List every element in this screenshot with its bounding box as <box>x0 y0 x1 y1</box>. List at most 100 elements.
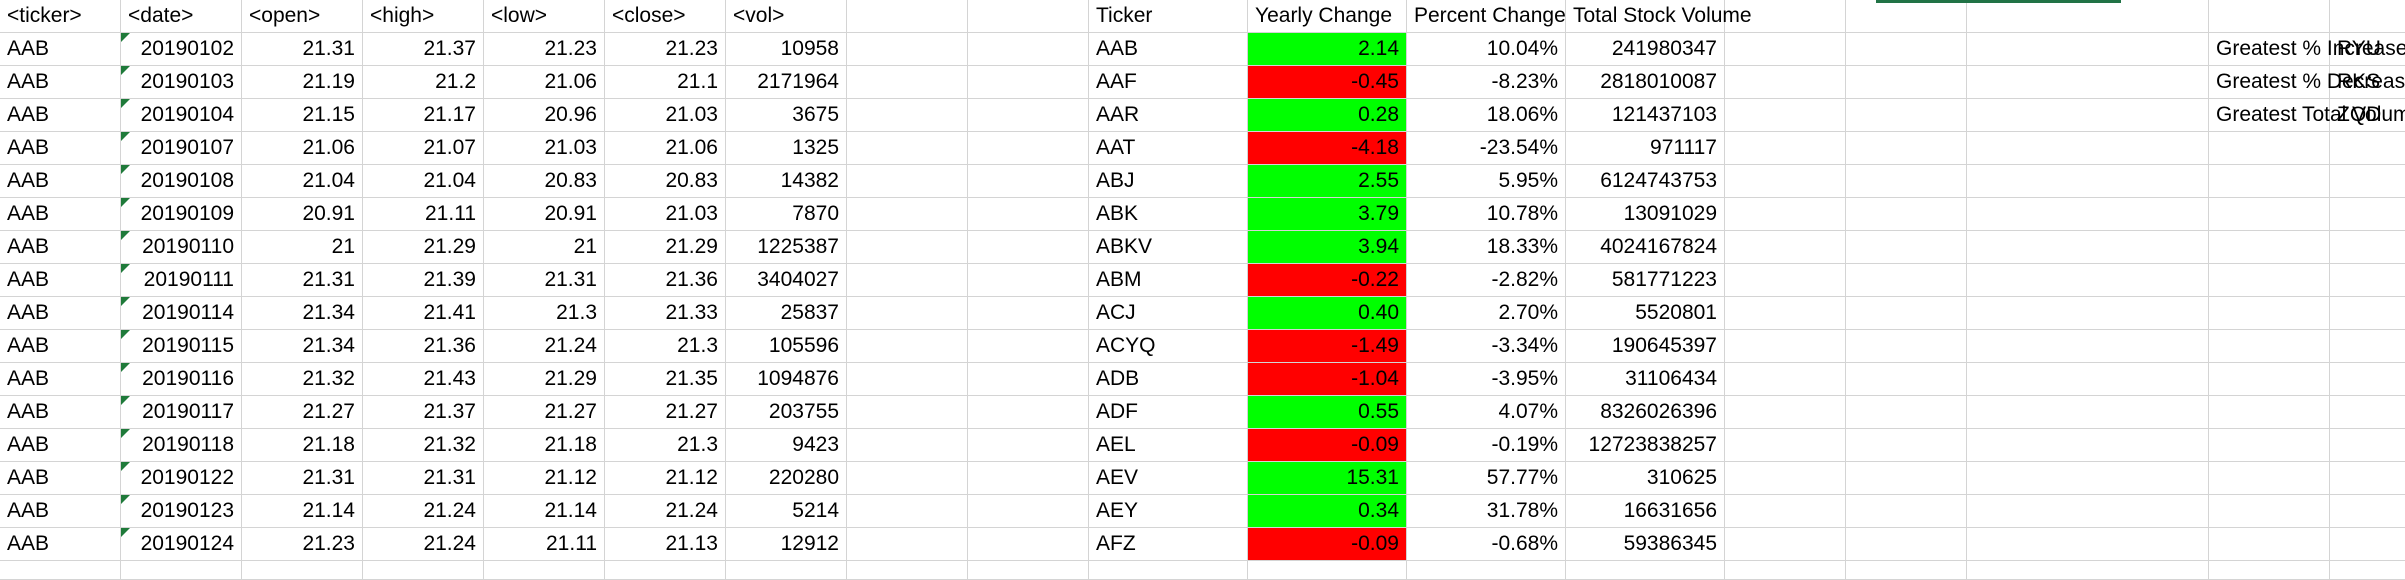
stock-data-cell[interactable]: 20190110 <box>121 231 242 264</box>
stock-data-cell[interactable]: 21.03 <box>484 132 605 165</box>
empty-cell[interactable] <box>968 264 1089 297</box>
empty-cell[interactable] <box>968 429 1089 462</box>
greatest-ticker-cell[interactable]: ZQD <box>2330 99 2405 132</box>
summary-data-cell[interactable]: 31.78% <box>1407 495 1566 528</box>
empty-cell[interactable] <box>847 396 968 429</box>
empty-cell[interactable] <box>968 396 1089 429</box>
stock-data-cell[interactable]: 3675 <box>726 99 847 132</box>
empty-cell[interactable] <box>2330 132 2405 165</box>
empty-cell[interactable] <box>2209 297 2330 330</box>
summary-data-cell[interactable]: 121437103 <box>1566 99 1725 132</box>
stock-data-cell[interactable]: 21.27 <box>242 396 363 429</box>
empty-cell[interactable] <box>1846 495 1967 528</box>
empty-cell[interactable] <box>968 231 1089 264</box>
stock-data-cell[interactable]: AAB <box>0 495 121 528</box>
empty-cell[interactable] <box>847 297 968 330</box>
empty-cell[interactable] <box>1967 165 2209 198</box>
stock-header-cell[interactable]: <low> <box>484 0 605 33</box>
empty-cell[interactable] <box>1967 132 2209 165</box>
empty-cell[interactable] <box>1967 429 2209 462</box>
empty-cell[interactable] <box>968 165 1089 198</box>
empty-cell[interactable] <box>1846 363 1967 396</box>
empty-cell[interactable] <box>1725 99 1846 132</box>
stock-data-cell[interactable]: 21.23 <box>605 33 726 66</box>
stock-data-cell[interactable]: AAB <box>0 264 121 297</box>
stock-data-cell[interactable]: 3404027 <box>726 264 847 297</box>
stock-data-cell[interactable]: 20190111 <box>121 264 242 297</box>
stock-data-cell[interactable]: 21.2 <box>363 66 484 99</box>
summary-header-cell[interactable]: Yearly Change <box>1248 0 1407 33</box>
empty-cell[interactable] <box>1967 363 2209 396</box>
stock-data-cell[interactable]: AAB <box>0 363 121 396</box>
summary-data-cell[interactable]: 190645397 <box>1566 330 1725 363</box>
summary-data-cell[interactable]: 2.70% <box>1407 297 1566 330</box>
stock-data-cell[interactable]: 20.91 <box>484 198 605 231</box>
empty-cell[interactable] <box>847 495 968 528</box>
stock-data-cell[interactable]: 21.34 <box>242 330 363 363</box>
stock-data-cell[interactable]: 20190104 <box>121 99 242 132</box>
empty-cell[interactable] <box>2209 363 2330 396</box>
stock-data-cell[interactable]: 20.91 <box>242 198 363 231</box>
summary-header-cell[interactable]: Total Stock Volume <box>1566 0 1752 33</box>
empty-cell[interactable] <box>1967 99 2209 132</box>
empty-cell[interactable] <box>1725 165 1846 198</box>
summary-data-cell[interactable]: 10.78% <box>1407 198 1566 231</box>
summary-data-cell[interactable]: 59386345 <box>1566 528 1725 561</box>
summary-header-cell[interactable]: Ticker <box>1089 0 1248 33</box>
empty-cell[interactable] <box>1089 561 1248 580</box>
empty-cell[interactable] <box>1967 297 2209 330</box>
empty-cell[interactable] <box>0 561 121 580</box>
stock-data-cell[interactable]: 21.19 <box>242 66 363 99</box>
empty-cell[interactable] <box>1846 297 1967 330</box>
empty-cell[interactable] <box>1725 66 1846 99</box>
stock-data-cell[interactable]: 21.03 <box>605 198 726 231</box>
summary-data-cell[interactable]: -0.19% <box>1407 429 1566 462</box>
stock-data-cell[interactable]: 20190122 <box>121 462 242 495</box>
empty-cell[interactable] <box>121 561 242 580</box>
empty-cell[interactable] <box>1725 0 1846 33</box>
yearly-change-cell[interactable]: 0.34 <box>1248 495 1407 528</box>
empty-cell[interactable] <box>2209 561 2330 580</box>
summary-header-cell[interactable]: Percent Change <box>1407 0 1566 33</box>
empty-cell[interactable] <box>968 0 1089 33</box>
summary-data-cell[interactable]: 971117 <box>1566 132 1725 165</box>
summary-data-cell[interactable]: -23.54% <box>1407 132 1566 165</box>
empty-cell[interactable] <box>2330 0 2405 33</box>
empty-cell[interactable] <box>1967 396 2209 429</box>
stock-data-cell[interactable]: 21.13 <box>605 528 726 561</box>
empty-cell[interactable] <box>1967 33 2209 66</box>
summary-data-cell[interactable]: AAF <box>1089 66 1248 99</box>
stock-data-cell[interactable]: 20190107 <box>121 132 242 165</box>
empty-cell[interactable] <box>847 66 968 99</box>
stock-data-cell[interactable]: 20190102 <box>121 33 242 66</box>
empty-cell[interactable] <box>1566 561 1725 580</box>
empty-cell[interactable] <box>1846 0 1967 33</box>
yearly-change-cell[interactable]: 15.31 <box>1248 462 1407 495</box>
stock-data-cell[interactable]: 21.36 <box>605 264 726 297</box>
empty-cell[interactable] <box>2209 495 2330 528</box>
empty-cell[interactable] <box>968 99 1089 132</box>
empty-cell[interactable] <box>1967 330 2209 363</box>
empty-cell[interactable] <box>968 330 1089 363</box>
summary-data-cell[interactable]: AAT <box>1089 132 1248 165</box>
empty-cell[interactable] <box>1725 561 1846 580</box>
stock-data-cell[interactable]: 10958 <box>726 33 847 66</box>
stock-data-cell[interactable]: 21 <box>242 231 363 264</box>
summary-data-cell[interactable]: 310625 <box>1566 462 1725 495</box>
stock-data-cell[interactable]: 7870 <box>726 198 847 231</box>
summary-data-cell[interactable]: 581771223 <box>1566 264 1725 297</box>
summary-data-cell[interactable]: AEV <box>1089 462 1248 495</box>
yearly-change-cell[interactable]: -0.22 <box>1248 264 1407 297</box>
empty-cell[interactable] <box>2209 0 2330 33</box>
empty-cell[interactable] <box>1967 0 2209 33</box>
empty-cell[interactable] <box>1846 528 1967 561</box>
stock-data-cell[interactable]: 21.14 <box>484 495 605 528</box>
stock-data-cell[interactable]: 21.34 <box>242 297 363 330</box>
empty-cell[interactable] <box>1725 297 1846 330</box>
stock-data-cell[interactable]: 5214 <box>726 495 847 528</box>
empty-cell[interactable] <box>2330 495 2405 528</box>
stock-data-cell[interactable]: 21.24 <box>605 495 726 528</box>
stock-data-cell[interactable]: 21.37 <box>363 33 484 66</box>
empty-cell[interactable] <box>847 561 968 580</box>
empty-cell[interactable] <box>847 528 968 561</box>
